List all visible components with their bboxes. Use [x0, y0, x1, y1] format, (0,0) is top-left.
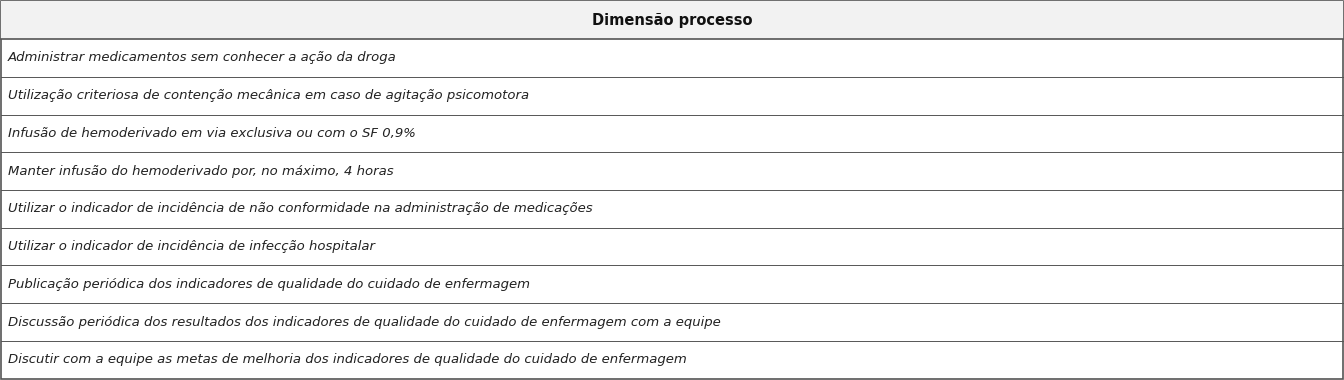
Text: Discussão periódica dos resultados dos indicadores de qualidade do cuidado de en: Discussão periódica dos resultados dos i…	[8, 315, 720, 329]
FancyBboxPatch shape	[1, 2, 1343, 39]
Text: Manter infusão do hemoderivado por, no máximo, 4 horas: Manter infusão do hemoderivado por, no m…	[8, 165, 394, 177]
Text: Utilizar o indicador de incidência de não conformidade na administração de medic: Utilizar o indicador de incidência de nã…	[8, 203, 593, 215]
Text: Infusão de hemoderivado em via exclusiva ou com o SF 0,9%: Infusão de hemoderivado em via exclusiva…	[8, 127, 417, 140]
Text: Discutir com a equipe as metas de melhoria dos indicadores de qualidade do cuida: Discutir com a equipe as metas de melhor…	[8, 353, 687, 366]
Text: Publicação periódica dos indicadores de qualidade do cuidado de enfermagem: Publicação periódica dos indicadores de …	[8, 278, 530, 291]
Text: Administrar medicamentos sem conhecer a ação da droga: Administrar medicamentos sem conhecer a …	[8, 51, 396, 65]
Text: Dimensão processo: Dimensão processo	[591, 13, 753, 28]
Text: Utilizar o indicador de incidência de infecção hospitalar: Utilizar o indicador de incidência de in…	[8, 240, 375, 253]
Text: Utilização criteriosa de contenção mecânica em caso de agitação psicomotora: Utilização criteriosa de contenção mecân…	[8, 89, 530, 102]
